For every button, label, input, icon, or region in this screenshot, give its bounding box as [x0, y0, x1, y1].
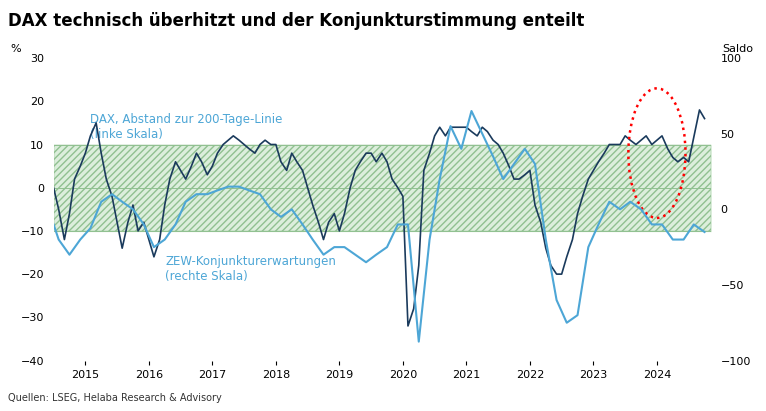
- Text: DAX technisch überhitzt und der Konjunkturstimmung enteilt: DAX technisch überhitzt und der Konjunkt…: [8, 12, 584, 30]
- Text: Quellen: LSEG, Helaba Research & Advisory: Quellen: LSEG, Helaba Research & Advisor…: [8, 393, 221, 403]
- Text: DAX, Abstand zur 200-Tage-Linie
(linke Skala): DAX, Abstand zur 200-Tage-Linie (linke S…: [90, 113, 282, 141]
- Text: ZEW-Konjunkturerwartungen
(rechte Skala): ZEW-Konjunkturerwartungen (rechte Skala): [165, 255, 336, 283]
- Text: Saldo: Saldo: [722, 44, 754, 54]
- Text: %: %: [11, 44, 21, 54]
